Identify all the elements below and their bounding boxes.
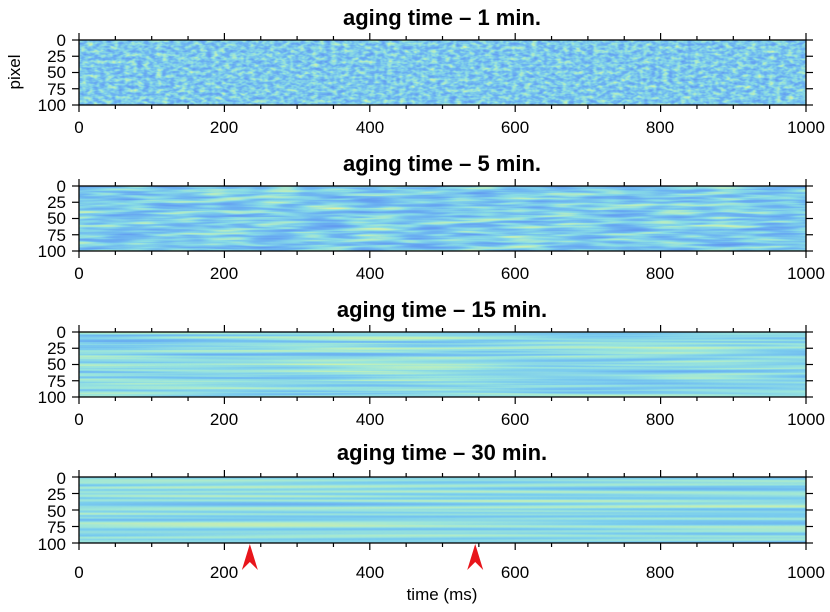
panel-2-y-tick-label: 100 [38,242,66,261]
panel-1-y-tick-label: 75 [47,80,66,99]
panel-4: aging time – 30 min. 0 200 400 600 800 1… [38,440,825,604]
panel-2: aging time – 5 min. 0 200 400 600 800 10… [38,151,825,283]
panel-3-heatmap [79,332,806,397]
panel-4-x-tick-label: 600 [501,563,529,582]
panel-1-heatmap [79,40,806,105]
panel-1-x-tick-label: 0 [74,118,83,137]
panel-4-title: aging time – 30 min. [337,440,547,465]
panel-3-x-tick-label: 200 [210,410,238,429]
panel-4-y-tick-labels: 0 25 50 75 100 [38,469,66,554]
panel-2-axes [72,179,813,258]
event-marker-arrow [467,544,484,570]
panel-4-y-tick-label: 100 [38,535,66,554]
panel-1-x-tick-label: 400 [356,118,384,137]
panel-1: aging time – 1 min. pixel 0 200 400 600 … [5,5,825,137]
panel-2-x-tick-label: 1000 [787,264,825,283]
panel-4-y-tick-label: 25 [47,485,66,504]
panel-2-x-tick-label: 200 [210,264,238,283]
panel-1-y-tick-label: 25 [47,47,66,66]
panel-4-y-tick-label: 0 [57,469,66,488]
panel-3-x-tick-label: 400 [356,410,384,429]
panel-4-y-tick-label: 50 [47,502,66,521]
panel-3-y-tick-label: 0 [57,323,66,342]
panel-3-y-tick-label: 25 [47,339,66,358]
panel-2-x-tick-labels: 0 200 400 600 800 1000 [74,264,825,283]
panel-3-x-tick-labels: 0 200 400 600 800 1000 [74,410,825,429]
panel-1-x-tick-label: 200 [210,118,238,137]
panel-1-y-tick-label: 50 [47,63,66,82]
panel-4-x-tick-label: 1000 [787,563,825,582]
panel-2-title: aging time – 5 min. [343,151,541,176]
panel-2-x-tick-label: 400 [356,264,384,283]
panel-2-y-tick-label: 50 [47,209,66,228]
panel-3-x-tick-label: 600 [501,410,529,429]
panel-4-x-tick-label: 0 [74,563,83,582]
panel-1-x-tick-labels: 0 200 400 600 800 1000 [74,118,825,137]
panel-3-y-tick-label: 50 [47,355,66,374]
panel-4-axes [72,470,813,550]
panel-4-x-tick-label: 200 [210,563,238,582]
panel-4-x-tick-label: 400 [356,563,384,582]
event-markers [241,544,484,570]
panel-3-x-tick-label: 1000 [787,410,825,429]
panel-4-y-tick-label: 75 [47,518,66,537]
panel-2-heatmap [79,186,806,251]
panel-1-title: aging time – 1 min. [343,5,541,30]
panel-2-x-tick-label: 800 [646,264,674,283]
panel-3-y-tick-label: 75 [47,372,66,391]
panel-4-x-tick-label: 800 [646,563,674,582]
panel-3-x-tick-label: 800 [646,410,674,429]
event-marker-arrow [241,544,258,570]
panel-2-x-tick-label: 600 [501,264,529,283]
panel-2-x-tick-label: 0 [74,264,83,283]
panel-1-y-tick-labels: 0 25 50 75 100 [38,31,66,115]
panel-3-axes [72,325,813,404]
panel-1-y-axis-label: pixel [5,55,24,90]
panel-3-y-tick-label: 100 [38,388,66,407]
panel-3-title: aging time – 15 min. [337,297,547,322]
panel-1-y-tick-label: 0 [57,31,66,50]
x-axis-label: time (ms) [407,585,478,604]
panel-2-y-tick-label: 25 [47,193,66,212]
panel-4-x-tick-labels: 0 200 400 600 800 1000 [74,563,825,582]
panel-2-y-tick-label: 0 [57,177,66,196]
panel-3-y-tick-labels: 0 25 50 75 100 [38,323,66,407]
panel-2-y-tick-labels: 0 25 50 75 100 [38,177,66,261]
panel-1-axes [72,33,813,112]
panel-3: aging time – 15 min. 0 200 400 600 800 1… [38,297,825,429]
panel-3-x-tick-label: 0 [74,410,83,429]
panel-1-y-tick-label: 100 [38,96,66,115]
panel-1-x-tick-label: 1000 [787,118,825,137]
panel-2-y-tick-label: 75 [47,226,66,245]
panel-1-x-tick-label: 600 [501,118,529,137]
panel-4-heatmap [79,477,806,543]
panel-1-x-tick-label: 800 [646,118,674,137]
